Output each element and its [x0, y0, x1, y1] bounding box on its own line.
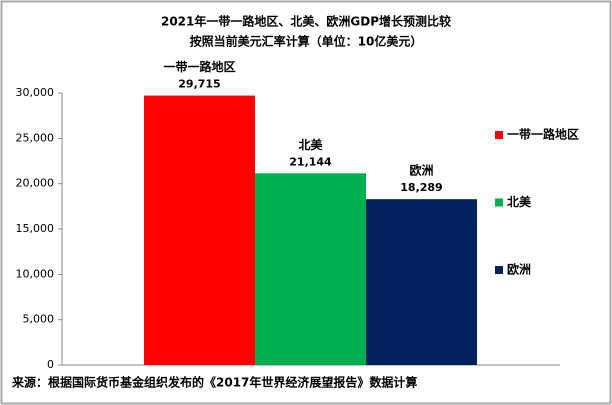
data-label: 29,715 [178, 78, 220, 91]
data-label: 18,289 [400, 181, 442, 194]
chart-subtitle: 按照当前美元汇率计算（单位：10亿美元） [190, 34, 423, 49]
source-note: 来源：根据国际货币基金组织发布的《2017年世界经济展望报告》数据计算 [11, 375, 417, 390]
legend-label: 一带一路地区 [507, 127, 579, 142]
bar [144, 95, 255, 366]
legend-label: 北美 [507, 194, 532, 209]
y-tick-label: 30,000 [16, 86, 55, 99]
chart-title: 2021年一带一路地区、北美、欧洲GDP增长预测比较 [161, 14, 451, 29]
bar-series-label: 欧洲 [409, 163, 433, 178]
y-tick-label: 25,000 [16, 131, 55, 144]
legend-swatch [495, 198, 503, 207]
y-tick-label: 20,000 [16, 177, 55, 190]
legend-swatch [495, 266, 503, 274]
bar [366, 199, 477, 365]
bar-series-label: 北美 [298, 137, 323, 152]
legend-swatch [495, 131, 503, 139]
bar [255, 173, 366, 365]
data-label: 21,144 [289, 155, 332, 168]
legend-label: 欧洲 [507, 262, 531, 277]
y-tick-label: 15,000 [16, 222, 55, 235]
y-tick-label: 5,000 [23, 313, 55, 326]
y-tick-label: 0 [47, 358, 54, 371]
bar-series-label: 一带一路地区 [163, 59, 235, 74]
y-tick-label: 10,000 [16, 267, 55, 280]
